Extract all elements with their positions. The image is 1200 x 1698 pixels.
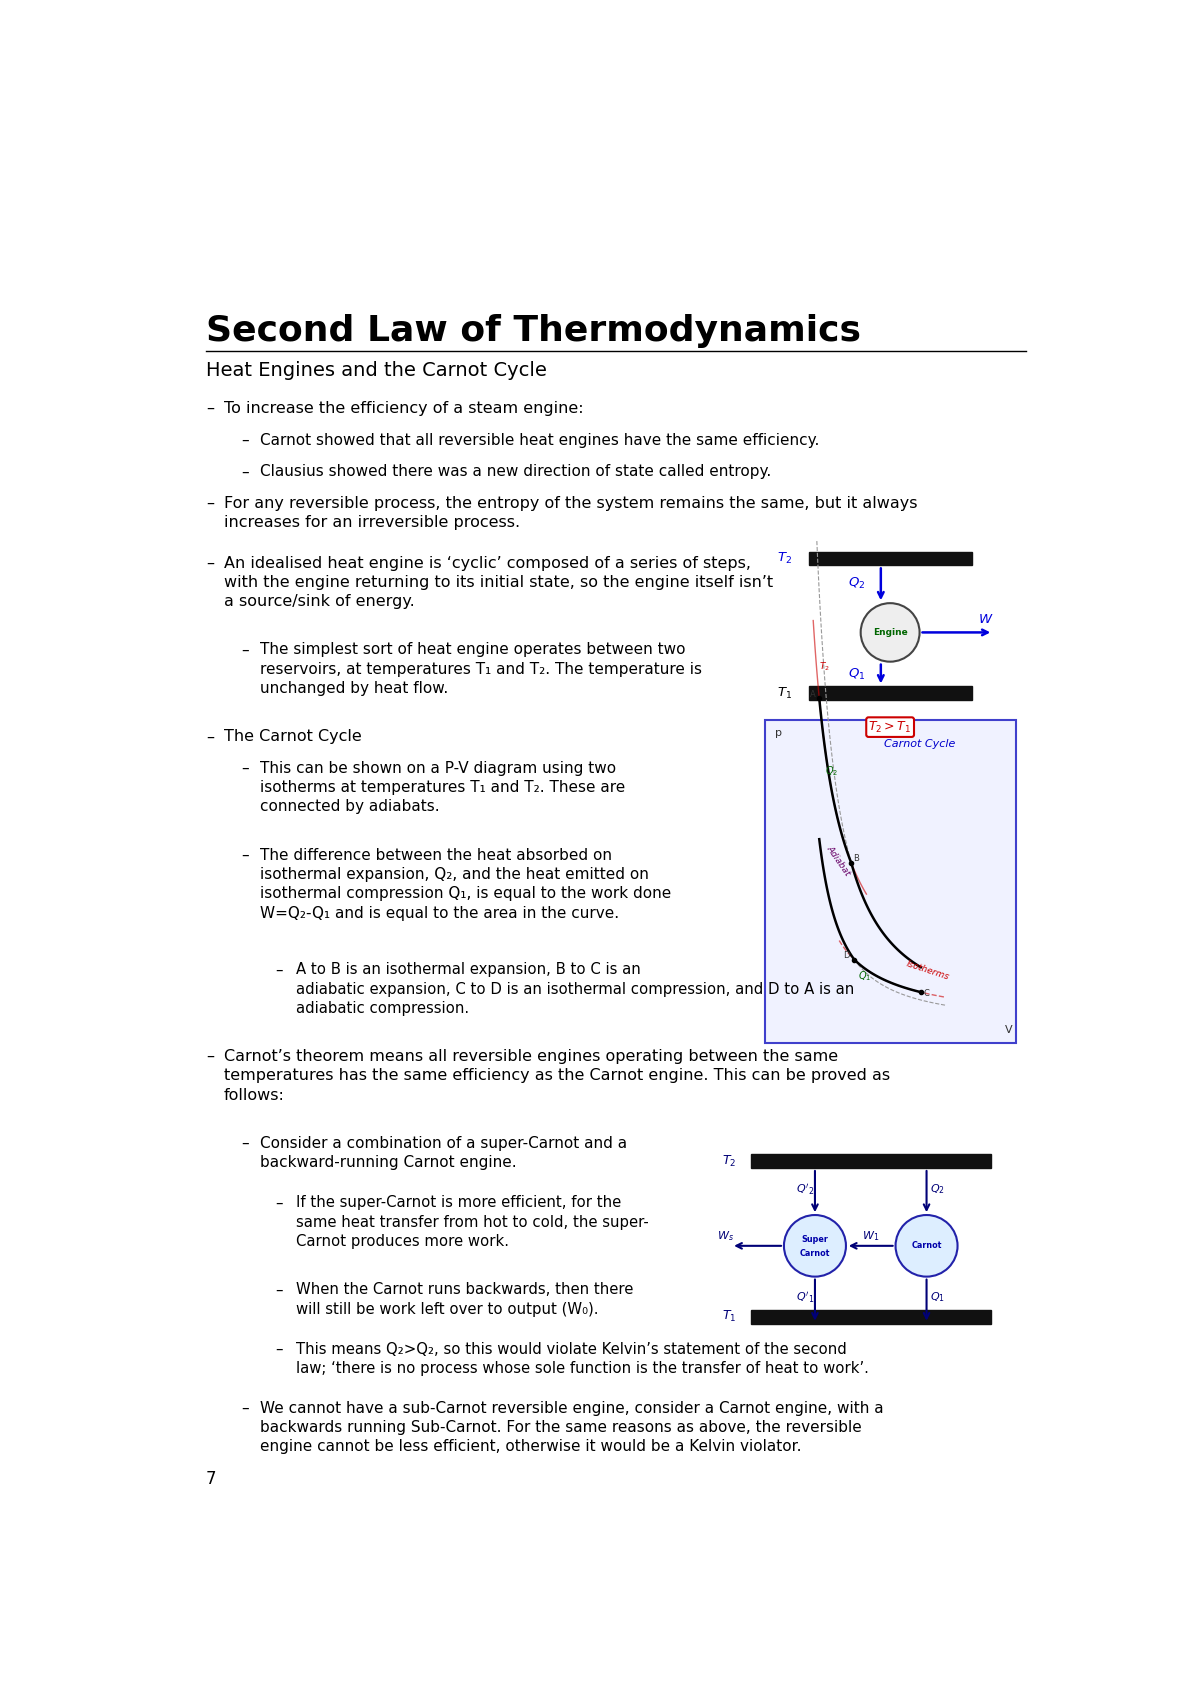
Text: $T_2$: $T_2$ — [722, 1153, 737, 1168]
Text: –: – — [276, 1195, 283, 1211]
Text: –: – — [276, 963, 283, 978]
Text: –: – — [241, 1136, 250, 1151]
Text: A: A — [810, 689, 816, 698]
Text: The Carnot Cycle: The Carnot Cycle — [223, 730, 361, 744]
Text: Adiabat: Adiabat — [826, 844, 852, 878]
Circle shape — [784, 1216, 846, 1277]
Text: $W_s$: $W_s$ — [716, 1229, 733, 1243]
Text: $Q_2$: $Q_2$ — [824, 764, 838, 778]
Text: $T_2$: $T_2$ — [776, 550, 792, 565]
Text: $Q_2$: $Q_2$ — [930, 1184, 946, 1197]
Text: 7: 7 — [206, 1470, 216, 1487]
FancyBboxPatch shape — [809, 552, 972, 565]
Text: If the super-Carnot is more efficient, for the
same heat transfer from hot to co: If the super-Carnot is more efficient, f… — [295, 1195, 648, 1248]
Text: $Q'_1$: $Q'_1$ — [796, 1290, 814, 1304]
Text: $T_2$: $T_2$ — [820, 661, 830, 672]
Text: This can be shown on a P-V diagram using two
isotherms at temperatures T₁ and T₂: This can be shown on a P-V diagram using… — [260, 761, 625, 815]
Text: Super: Super — [802, 1234, 828, 1245]
FancyBboxPatch shape — [764, 720, 1015, 1043]
Text: $Q_2$: $Q_2$ — [847, 576, 865, 591]
Text: –: – — [241, 847, 250, 863]
Text: The simplest sort of heat engine operates between two
reservoirs, at temperature: The simplest sort of heat engine operate… — [260, 642, 702, 696]
Text: C: C — [923, 988, 929, 998]
FancyBboxPatch shape — [751, 1309, 991, 1324]
FancyBboxPatch shape — [751, 1155, 991, 1168]
Circle shape — [895, 1216, 958, 1277]
Text: $Q'_2$: $Q'_2$ — [796, 1182, 814, 1197]
Text: p: p — [775, 728, 782, 737]
Text: Carnot: Carnot — [799, 1250, 830, 1258]
Text: $W_1$: $W_1$ — [862, 1229, 880, 1243]
Text: D: D — [844, 951, 850, 959]
Text: $W$: $W$ — [978, 613, 994, 627]
Text: Carnot showed that all reversible heat engines have the same efficiency.: Carnot showed that all reversible heat e… — [260, 433, 820, 448]
Text: A to B is an isothermal expansion, B to C is an
adiabatic expansion, C to D is a: A to B is an isothermal expansion, B to … — [295, 963, 854, 1015]
Text: –: – — [241, 433, 250, 448]
Text: –: – — [276, 1282, 283, 1297]
Text: B: B — [853, 854, 859, 864]
Text: –: – — [206, 1049, 214, 1065]
Text: –: – — [206, 555, 214, 571]
Text: –: – — [206, 730, 214, 744]
Text: For any reversible process, the entropy of the system remains the same, but it a: For any reversible process, the entropy … — [223, 496, 917, 530]
FancyBboxPatch shape — [809, 686, 972, 700]
Text: Carnot’s theorem means all reversible engines operating between the same
tempera: Carnot’s theorem means all reversible en… — [223, 1049, 889, 1102]
Text: –: – — [206, 496, 214, 511]
Text: $T_2 > T_1$: $T_2 > T_1$ — [869, 720, 912, 735]
Text: To increase the efficiency of a steam engine:: To increase the efficiency of a steam en… — [223, 401, 583, 416]
Text: –: – — [241, 761, 250, 776]
Text: We cannot have a sub-Carnot reversible engine, consider a Carnot engine, with a
: We cannot have a sub-Carnot reversible e… — [260, 1401, 883, 1455]
Text: $Q_1$: $Q_1$ — [847, 666, 865, 681]
Circle shape — [860, 603, 919, 662]
Text: –: – — [241, 642, 250, 657]
Text: Engine: Engine — [872, 628, 907, 637]
Text: $T_1$: $T_1$ — [776, 686, 792, 701]
Text: Clausius showed there was a new direction of state called entropy.: Clausius showed there was a new directio… — [260, 465, 772, 479]
Text: $T_1$: $T_1$ — [722, 1309, 737, 1324]
Text: Second Law of Thermodynamics: Second Law of Thermodynamics — [206, 314, 860, 348]
Text: Consider a combination of a super-Carnot and a
backward-running Carnot engine.: Consider a combination of a super-Carnot… — [260, 1136, 628, 1170]
Text: Carnot: Carnot — [911, 1241, 942, 1250]
Text: Heat Engines and the Carnot Cycle: Heat Engines and the Carnot Cycle — [206, 362, 547, 380]
Text: V: V — [1004, 1026, 1013, 1036]
Text: –: – — [241, 465, 250, 479]
Text: When the Carnot runs backwards, then there
will still be work left over to outpu: When the Carnot runs backwards, then the… — [295, 1282, 634, 1316]
Text: –: – — [276, 1341, 283, 1357]
Text: $Q_1$: $Q_1$ — [858, 970, 871, 983]
Text: An idealised heat engine is ‘cyclic’ composed of a series of steps,
with the eng: An idealised heat engine is ‘cyclic’ com… — [223, 555, 773, 610]
Text: Isotherms: Isotherms — [905, 959, 950, 981]
Text: –: – — [206, 401, 214, 416]
Text: This means Q₂>Q₂, so this would violate Kelvin’s statement of the second
law; ‘t: This means Q₂>Q₂, so this would violate … — [295, 1341, 869, 1375]
Text: $Q_1$: $Q_1$ — [930, 1290, 946, 1304]
Text: The difference between the heat absorbed on
isothermal expansion, Q₂, and the he: The difference between the heat absorbed… — [260, 847, 671, 920]
Text: –: – — [241, 1401, 250, 1416]
Text: Carnot Cycle: Carnot Cycle — [884, 739, 955, 749]
